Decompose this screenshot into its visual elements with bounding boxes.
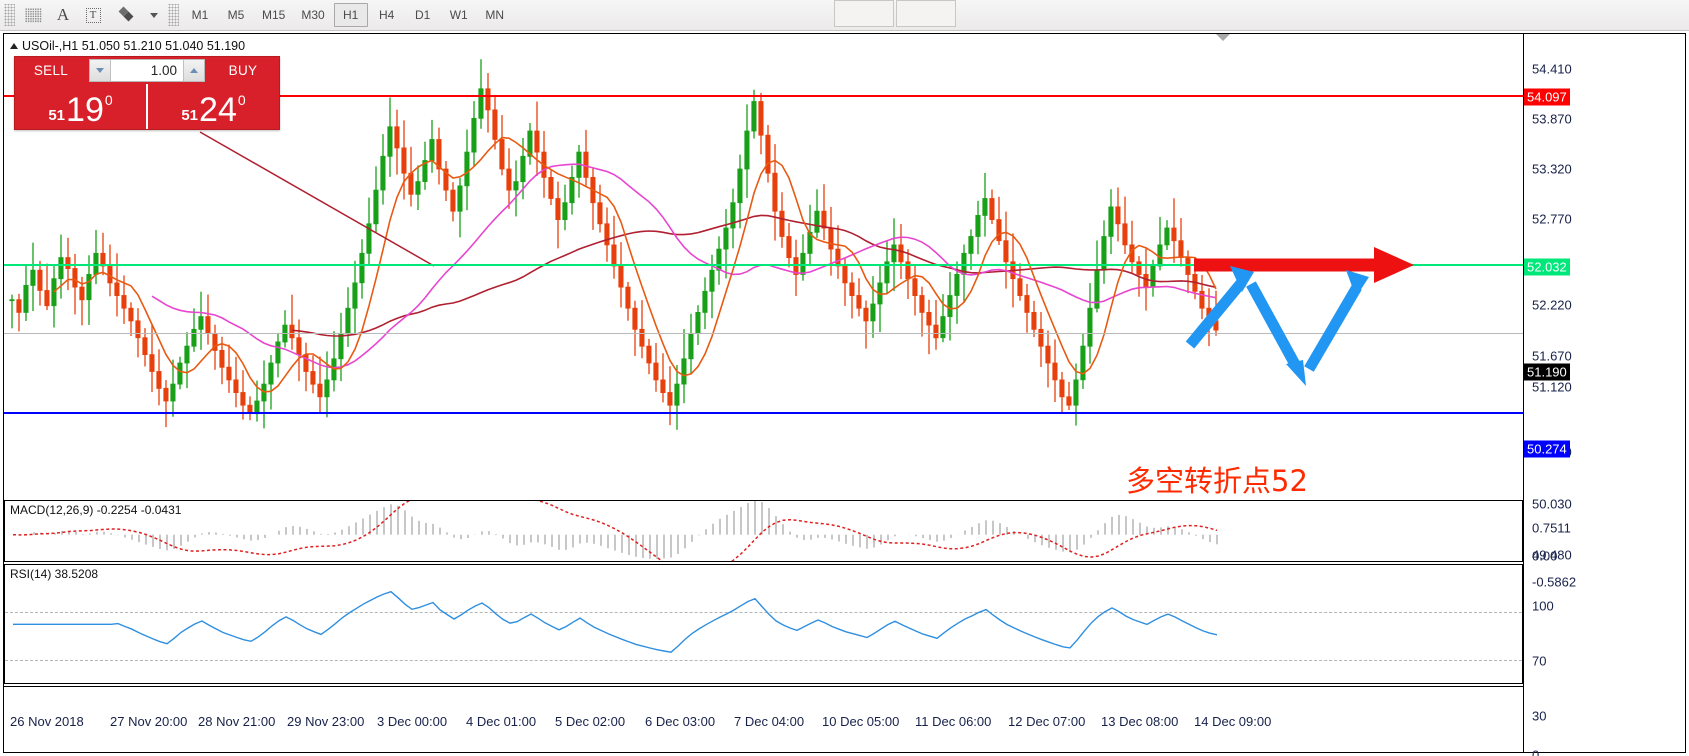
timeframe-m30[interactable]: M30 — [301, 8, 325, 22]
timeframe-m1[interactable]: M1 — [191, 8, 209, 22]
time-label-0: 26 Nov 2018 — [10, 714, 84, 729]
toolbar: A T M1 M5 M15 M30 H1 H4 D1 W1 MN — [0, 0, 1689, 31]
trade-panel-top-row: SELL 1.00 BUY — [15, 57, 279, 84]
chart-scroll-handle[interactable] — [1216, 34, 1230, 41]
crosshair-f-icon[interactable] — [19, 3, 47, 27]
time-label-4: 3 Dec 00:00 — [377, 714, 448, 729]
time-label-2: 28 Nov 21:00 — [198, 714, 276, 729]
timeframe-mn[interactable]: MN — [485, 8, 505, 22]
price-tick-51670: 51.670 — [1532, 348, 1572, 364]
timeframe-h4[interactable]: H4 — [379, 8, 395, 22]
last-price-line — [4, 333, 1523, 334]
chart-area[interactable]: 多空转折点52 USOil-,H1 51.050 51.210 51.040 5… — [3, 33, 1686, 756]
time-label-9: 10 Dec 05:00 — [822, 714, 900, 729]
toolbar-grip-2[interactable] — [168, 4, 179, 26]
time-label-7: 6 Dec 03:00 — [645, 714, 716, 729]
macd-pane[interactable]: MACD(12,26,9) -0.2254 -0.0431 — [4, 500, 1523, 562]
symbol-ohlc-text: USOil-,H1 51.050 51.210 51.040 51.190 — [22, 39, 246, 53]
time-label-12: 13 Dec 08:00 — [1101, 714, 1179, 729]
rsi-band-30 — [5, 660, 1522, 661]
time-label-6: 5 Dec 02:00 — [555, 714, 626, 729]
price-tick-52220: 52.220 — [1532, 297, 1572, 313]
shapes-icon[interactable] — [109, 3, 145, 27]
volume-increment-button[interactable] — [183, 60, 204, 81]
price-tick-51120: 51.120 — [1532, 379, 1572, 395]
rsi-tick-70: 70 — [1532, 653, 1547, 669]
price-tick-50030: 50.030 — [1532, 496, 1572, 512]
forecast-arrow-down — [1246, 281, 1306, 386]
trade-panel-quotes: 51 19 0 51 24 0 — [15, 84, 279, 129]
bid-price-big: 19 — [66, 91, 104, 129]
sell-button[interactable]: SELL — [33, 63, 69, 78]
rsi-band-70 — [5, 612, 1522, 613]
one-click-trading-panel[interactable]: SELL 1.00 BUY 51 19 0 51 24 0 — [14, 56, 280, 130]
macd-label: MACD(12,26,9) -0.2254 -0.0431 — [10, 503, 182, 517]
text-a-icon[interactable]: A — [56, 5, 70, 24]
forecast-arrow-up-2 — [1304, 270, 1369, 372]
chevron-down-icon[interactable] — [147, 3, 161, 27]
bid-price-sup: 0 — [104, 92, 113, 108]
rsi-tick-30: 30 — [1532, 708, 1547, 724]
bid-quote[interactable]: 51 19 0 — [15, 84, 146, 129]
time-label-1: 27 Nov 20:00 — [110, 714, 188, 729]
price-tick-49480: 49.480 — [1532, 547, 1572, 563]
volume-stepper[interactable]: 1.00 — [89, 59, 205, 82]
ask-price-big: 24 — [199, 91, 237, 129]
macd-tick-zero: 0.00 — [1532, 548, 1558, 564]
pivot-line[interactable] — [4, 264, 1523, 266]
rsi-pane[interactable]: RSI(14) 38.5208 — [4, 564, 1523, 684]
time-label-5: 4 Dec 01:00 — [466, 714, 537, 729]
macd-series-svg — [12, 501, 1218, 561]
price-tick-53320: 53.320 — [1532, 161, 1572, 177]
time-label-10: 11 Dec 06:00 — [915, 714, 992, 729]
pivot-annotation: 多空转折点52 — [1126, 464, 1308, 498]
timeframe-w1[interactable]: W1 — [449, 8, 468, 22]
ask-quote[interactable]: 51 24 0 — [146, 84, 279, 129]
timeframe-m15[interactable]: M15 — [262, 8, 286, 22]
rsi-label: RSI(14) 38.5208 — [10, 567, 99, 581]
time-axis[interactable]: 26 Nov 2018 27 Nov 20:00 28 Nov 21:00 29… — [4, 686, 1523, 752]
rsi-tick-100: 100 — [1532, 598, 1554, 614]
timeframe-h1[interactable]: H1 — [333, 3, 368, 27]
price-axis[interactable]: 54.410 53.870 53.320 52.770 52.220 51.67… — [1523, 34, 1685, 756]
timeframe-m5[interactable]: M5 — [227, 8, 245, 22]
macd-tick-min: -0.5862 — [1532, 574, 1577, 590]
symbol-ohlc-label: USOil-,H1 51.050 51.210 51.040 51.190 — [10, 39, 245, 53]
buy-button[interactable]: BUY — [228, 63, 258, 78]
toolbar-overflow-slot-1[interactable] — [834, 0, 894, 27]
rsi-tick-0: 0 — [1532, 747, 1540, 756]
time-label-13: 14 Dec 09:00 — [1194, 714, 1272, 729]
timeframe-d1[interactable]: D1 — [415, 8, 431, 22]
price-tick-53870: 53.870 — [1532, 111, 1572, 127]
resistance-line[interactable] — [4, 95, 1523, 97]
volume-decrement-button[interactable] — [90, 60, 111, 81]
time-label-3: 29 Nov 23:00 — [287, 714, 365, 729]
time-label-8: 7 Dec 04:00 — [734, 714, 805, 729]
time-label-11: 12 Dec 07:00 — [1008, 714, 1086, 729]
rsi-series-svg — [13, 590, 1218, 653]
support-price-badge[interactable]: 50.274 — [1524, 440, 1570, 458]
toolbar-grip-1[interactable] — [4, 4, 15, 26]
ask-price-prefix: 51 — [181, 107, 199, 124]
last-price-badge[interactable]: 51.190 — [1524, 363, 1570, 381]
collapse-triangle-icon[interactable] — [10, 43, 18, 49]
price-tick-54410: 54.410 — [1532, 61, 1572, 77]
price-pane[interactable]: 多空转折点52 USOil-,H1 51.050 51.210 51.040 5… — [4, 34, 1523, 498]
volume-input[interactable]: 1.00 — [150, 63, 177, 78]
text-label-icon[interactable]: T — [79, 3, 107, 27]
price-tick-52770: 52.770 — [1532, 211, 1572, 227]
macd-tick-max: 0.7511 — [1532, 520, 1571, 536]
pivot-price-badge[interactable]: 52.032 — [1524, 258, 1570, 276]
resistance-price-badge[interactable]: 54.097 — [1524, 88, 1570, 106]
support-line[interactable] — [4, 412, 1523, 414]
bid-price-prefix: 51 — [48, 107, 66, 124]
toolbar-overflow-slot-2[interactable] — [896, 0, 956, 27]
ask-price-sup: 0 — [237, 92, 246, 108]
